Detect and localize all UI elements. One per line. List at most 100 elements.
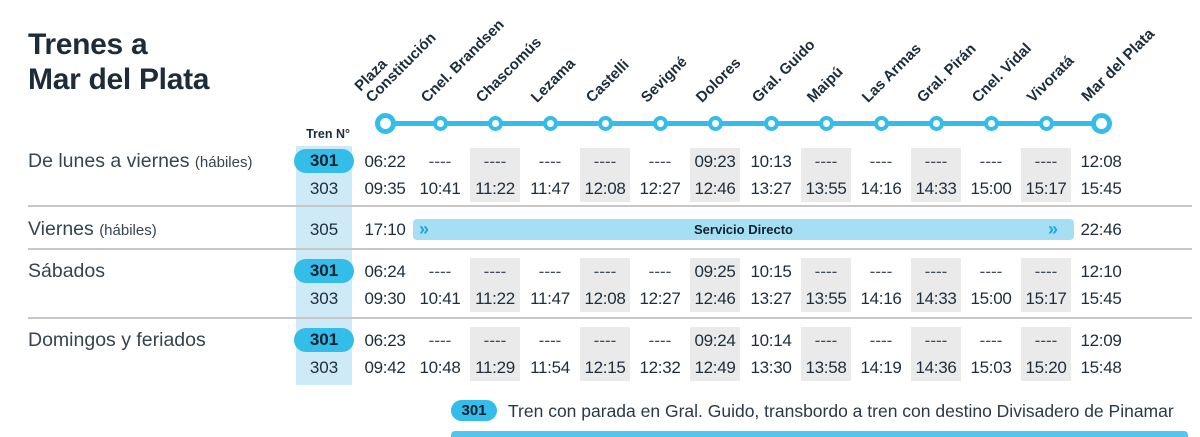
time-cell: 09:24 [690, 326, 740, 354]
station-label: Lezama [527, 54, 579, 106]
time-cell: 10:13 [750, 151, 792, 171]
time-cell: 11:22 [470, 174, 520, 202]
time-cell: ---- [1021, 257, 1071, 285]
time-cell: 10:41 [419, 178, 461, 198]
time-cell: 11:29 [470, 353, 520, 381]
time-cell: 14:16 [860, 178, 902, 198]
station-dot [928, 116, 944, 131]
time-cell: ---- [1021, 147, 1071, 175]
time-cell: 12:49 [690, 353, 740, 381]
time-cell: 10:41 [419, 288, 461, 308]
station-dot [1090, 113, 1112, 134]
group-label-suffix: (hábiles) [99, 222, 157, 239]
time-cell: ---- [911, 257, 961, 285]
train-number: 303 [309, 178, 339, 198]
train-badge: 301 [294, 259, 354, 283]
station-label: Sevigné [637, 53, 691, 106]
page-title-line1: Trenes a [28, 28, 148, 61]
time-cell: ---- [869, 151, 893, 171]
train-badge: 301 [294, 328, 354, 352]
time-cell: 14:19 [860, 357, 902, 377]
time-cell: 15:00 [970, 178, 1012, 198]
time-cell: 11:47 [530, 288, 570, 308]
time-cell: 12:46 [690, 284, 740, 312]
time-cell: ---- [801, 257, 851, 285]
time-cell: ---- [428, 330, 452, 350]
train-number: 303 [309, 288, 339, 308]
time-cell: 10:15 [750, 261, 792, 281]
time-cell: 12:32 [639, 357, 681, 377]
time-cell: 12:27 [639, 178, 681, 198]
time-cell: ---- [648, 151, 672, 171]
station-dot [652, 116, 668, 131]
legend-badge: 301 [451, 400, 497, 421]
direct-service-label: Servicio Directo [694, 221, 793, 237]
group-label-text: De lunes a viernes [28, 150, 195, 172]
time-cell: ---- [470, 326, 520, 354]
time-cell: 09:25 [690, 257, 740, 285]
time-cell: ---- [1021, 326, 1071, 354]
chevron-right-icon: » [1048, 218, 1058, 239]
time-cell: ---- [648, 330, 672, 350]
time-cell: 13:30 [750, 357, 792, 377]
chevron-right-icon: » [419, 218, 429, 239]
time-cell: 06:22 [364, 151, 406, 171]
station-dot [983, 116, 999, 131]
time-cell: 15:45 [1080, 288, 1122, 308]
legend-text: Tren con parada en Gral. Guido, transbor… [508, 401, 1174, 421]
time-cell: ---- [428, 261, 452, 281]
time-cell: ---- [979, 330, 1003, 350]
direct-service-band [413, 218, 1074, 240]
time-cell: 10:14 [750, 330, 792, 350]
time-cell: 14:16 [860, 288, 902, 308]
station-label: Maipú [803, 63, 847, 106]
time-cell: ---- [911, 326, 961, 354]
group-label: Viernes (hábiles) [28, 216, 157, 244]
time-cell: 11:47 [530, 178, 570, 198]
group-label: Sábados [28, 258, 105, 284]
time-cell: 13:55 [801, 174, 851, 202]
time-cell: 12:10 [1080, 261, 1122, 281]
time-cell: 22:46 [1080, 219, 1122, 239]
train-number: 305 [309, 219, 339, 239]
time-cell: 12:08 [580, 284, 630, 312]
time-cell: 15:48 [1080, 357, 1122, 377]
time-cell: ---- [869, 330, 893, 350]
station-dot [1038, 116, 1054, 131]
time-cell: ---- [801, 147, 851, 175]
time-cell: 15:00 [970, 288, 1012, 308]
time-cell: 12:27 [639, 288, 681, 308]
station-label: Vivoratá [1023, 52, 1078, 106]
station-dot [763, 116, 779, 131]
group-separator [28, 248, 1192, 250]
time-cell: ---- [470, 147, 520, 175]
time-cell: ---- [428, 151, 452, 171]
time-cell: 15:20 [1021, 353, 1071, 381]
time-cell: ---- [979, 261, 1003, 281]
time-cell: 11:54 [530, 357, 570, 377]
group-label-suffix: (hábiles) [194, 154, 253, 171]
time-cell: 09:35 [364, 178, 406, 198]
time-cell: ---- [911, 147, 961, 175]
time-cell: 13:55 [801, 284, 851, 312]
time-cell: 09:23 [690, 147, 740, 175]
time-cell: ---- [538, 261, 562, 281]
route-line [385, 121, 1101, 126]
page-title-line2: Mar del Plata [28, 62, 210, 96]
time-cell: ---- [801, 326, 851, 354]
time-cell: 12:09 [1080, 330, 1122, 350]
time-cell: 12:15 [580, 353, 630, 381]
page-title: Trenes a Mar del Plata [28, 28, 209, 97]
time-cell: ---- [869, 261, 893, 281]
time-cell: 10:48 [419, 357, 461, 377]
time-cell: 15:03 [970, 357, 1012, 377]
time-cell: 11:22 [470, 284, 520, 312]
time-cell: ---- [648, 261, 672, 281]
time-cell: 15:17 [1021, 284, 1071, 312]
time-cell: 12:08 [580, 174, 630, 202]
station-dot [597, 116, 613, 131]
time-cell: 13:27 [750, 288, 792, 308]
time-cell: 13:58 [801, 353, 851, 381]
station-dot [873, 116, 889, 131]
